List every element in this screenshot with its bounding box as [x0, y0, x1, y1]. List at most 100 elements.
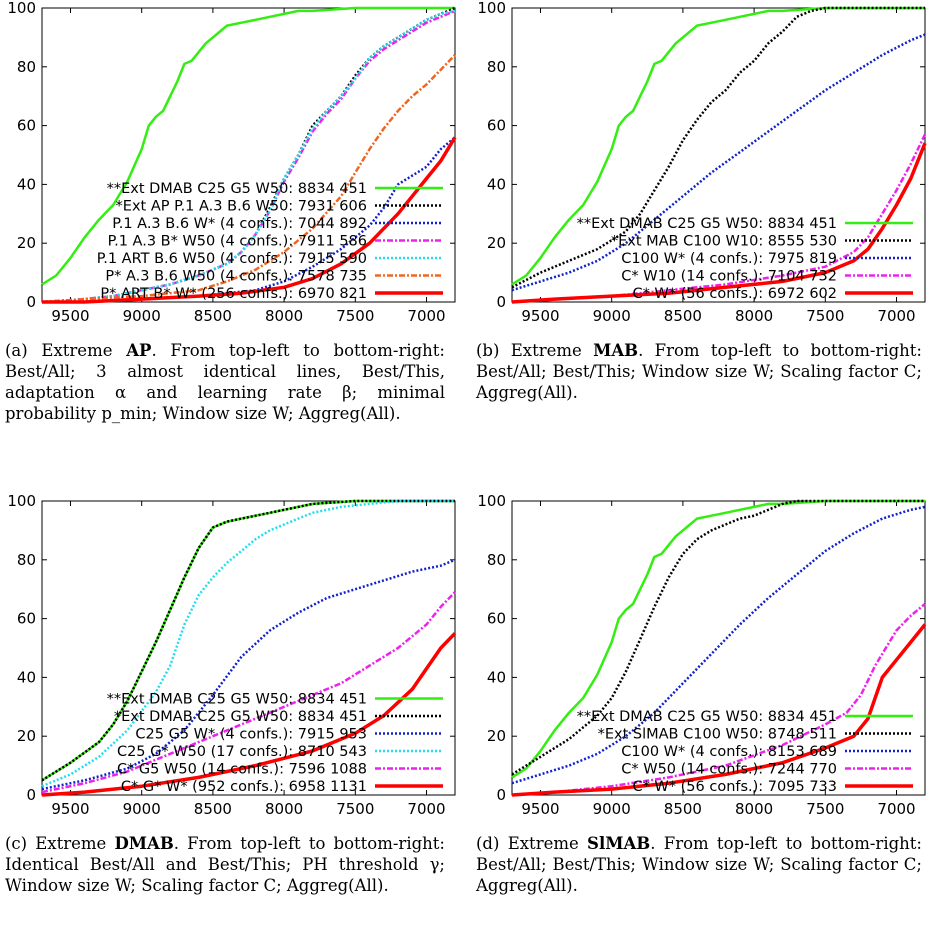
y-tick-label: 60: [17, 117, 36, 135]
caption-b-text: . From top-left to bottom-right: Best/Al…: [476, 341, 922, 402]
y-tick-label: 80: [487, 551, 506, 569]
legend-label: **Ext DMAB C25 G5 W50: 8834 451: [577, 709, 837, 725]
chart-c: 0 20 40 60 80 100 9500 9000 8500 8000 7500 7000 **Ex…: [7, 492, 457, 818]
x-tick-label: 7500: [336, 800, 374, 818]
legend-label: P.1 ART B.6 W50 (4 confs.): 7915 590: [97, 251, 367, 267]
legend-label: C* W50 (14 confs.): 7244 770: [621, 762, 837, 778]
legend-label: C100 W* (4 confs.): 7975 819: [621, 251, 837, 267]
caption-b: (b) Extreme MAB. From top-left to bottom…: [476, 340, 922, 403]
y-tick-label: 100: [7, 492, 36, 510]
caption-d-prefix: (d) Extreme: [476, 834, 588, 853]
plot-frame: [41, 500, 456, 796]
series-line-0: [511, 6, 925, 286]
x-tick-label: 7000: [407, 800, 445, 818]
caption-a-prefix: (a) Extreme: [5, 341, 127, 360]
chart-d: 0 20 40 60 80 100 9500 9000 8500 8000 7500 7000 **Ex…: [477, 492, 927, 818]
plot-frame: [511, 500, 926, 796]
x-tick-label: 9000: [593, 307, 631, 325]
series-line-3: [41, 499, 455, 788]
legend-label: C100 W* (4 confs.): 8153 689: [621, 744, 837, 760]
legend-label: C* W* (56 confs.): 6972 602: [632, 286, 837, 302]
series-line-1: [41, 499, 455, 782]
x-tick-label: 8500: [194, 800, 232, 818]
legend-label: C25 G5 W* (4 confs.): 7915 953: [135, 727, 367, 743]
legend-label: P* ART B* W* (256 confs.): 6970 821: [100, 286, 367, 302]
y-tick-label: 0: [26, 293, 36, 311]
x-tick-label: 9000: [593, 800, 631, 818]
y-tick-label: 100: [477, 492, 506, 510]
x-tick-label: 8500: [664, 800, 702, 818]
x-tick-label: 7500: [336, 307, 374, 325]
series-line-2: [511, 33, 926, 292]
series-line-2: [511, 505, 926, 785]
caption-d: (d) Extreme SlMAB. From top-left to bott…: [476, 833, 922, 896]
y-tick-label: 40: [487, 175, 506, 193]
plot-frame: [511, 7, 926, 303]
chart-panel-b: 0 20 40 60 80 100 9500 9000 8500 8000 7500 7000 **Ex…: [470, 0, 930, 325]
legend-label: *Ext SlMAB C100 W50: 8748 511: [598, 727, 837, 743]
series-line-4: [511, 142, 927, 304]
x-tick-label: 9500: [51, 307, 89, 325]
caption-c-text: . From top-left to bottom-right: Identic…: [5, 834, 445, 895]
x-tick-label: 8000: [265, 307, 303, 325]
series-line-3: [511, 602, 926, 797]
x-tick-label: 8000: [735, 307, 773, 325]
caption-a-text: . From top-left to bottom-right: Best/Al…: [5, 341, 445, 423]
y-tick-label: 40: [17, 668, 36, 686]
series-line-3: [41, 9, 456, 304]
x-tick-label: 9000: [123, 800, 161, 818]
series-line-2: [42, 136, 456, 304]
y-tick-label: 80: [17, 58, 36, 76]
x-tick-label: 7000: [877, 800, 915, 818]
y-tick-label: 20: [17, 727, 36, 745]
legend-label: *Ext DMAB C25 G5 W50: 8834 451: [114, 709, 367, 725]
legend-label: **Ext DMAB C25 G5 W50: 8834 451: [107, 692, 367, 708]
series-line-4: [41, 9, 456, 304]
series-line-2: [41, 558, 456, 791]
chart-panel-d: 0 20 40 60 80 100 9500 9000 8500 8000 7500 7000 **Ex…: [470, 492, 930, 818]
y-tick-label: 20: [487, 727, 506, 745]
caption-b-bold: MAB: [593, 341, 639, 360]
legend-label: C* G* W* (952 confs.): 6958 1131: [121, 779, 367, 795]
x-tick-label: 8500: [664, 307, 702, 325]
series-line-4: [511, 623, 927, 797]
caption-c: (c) Extreme DMAB. From top-left to botto…: [5, 833, 445, 896]
y-tick-label: 40: [487, 668, 506, 686]
chart-a: 0 20 40 60 80 100 9500 9000 8500 8000 7500 7000 **Ex…: [7, 0, 457, 325]
y-tick-label: 0: [496, 786, 506, 804]
legend-label: *Ext MAB C100 W10: 8555 530: [611, 234, 837, 250]
y-tick-label: 0: [496, 293, 506, 311]
chart-b: 0 20 40 60 80 100 9500 9000 8500 8000 7500 7000 **Ex…: [477, 0, 927, 325]
y-tick-label: 20: [487, 234, 506, 252]
y-tick-label: 40: [17, 175, 36, 193]
legend-label: P* A.3 B.6 W50 (4 confs.): 7578 735: [105, 269, 367, 285]
y-tick-label: 100: [7, 0, 36, 17]
caption-c-prefix: (c) Extreme: [5, 834, 115, 853]
x-tick-label: 7500: [806, 307, 844, 325]
series-line-5: [41, 632, 457, 797]
chart-panel-c: 0 20 40 60 80 100 9500 9000 8500 8000 7500 7000 **Ex…: [0, 492, 460, 818]
legend-label: C* W* (56 confs.): 7095 733: [632, 779, 837, 795]
x-tick-label: 9000: [123, 307, 161, 325]
x-tick-label: 8500: [194, 307, 232, 325]
legend-label: P.1 A.3 B* W50 (4 confs.): 7911 586: [108, 234, 367, 250]
x-tick-label: 7500: [806, 800, 844, 818]
y-tick-label: 20: [17, 234, 36, 252]
plot-frame: [41, 7, 456, 303]
series-line-4: [41, 591, 456, 794]
series-line-1: [511, 6, 925, 289]
x-tick-label: 9500: [521, 307, 559, 325]
chart-panel-a: 0 20 40 60 80 100 9500 9000 8500 8000 7500 7000 **Ex…: [0, 0, 460, 325]
y-tick-label: 0: [26, 786, 36, 804]
x-tick-label: 8000: [735, 800, 773, 818]
caption-a: (a) Extreme AP. From top-left to bottom-…: [5, 340, 445, 424]
legend-label: C* W10 (14 confs.): 7104 732: [621, 269, 837, 285]
legend-label: **Ext DMAB C25 G5 W50: 8834 451: [107, 181, 367, 197]
y-tick-label: 100: [477, 0, 506, 17]
x-tick-label: 7000: [407, 307, 445, 325]
y-tick-label: 60: [17, 610, 36, 628]
legend-label: P.1 A.3 B.6 W* (4 confs.): 7044 892: [112, 216, 367, 232]
x-tick-label: 7000: [877, 307, 915, 325]
caption-b-prefix: (b) Extreme: [476, 341, 594, 360]
caption-a-bold: AP: [126, 341, 152, 360]
